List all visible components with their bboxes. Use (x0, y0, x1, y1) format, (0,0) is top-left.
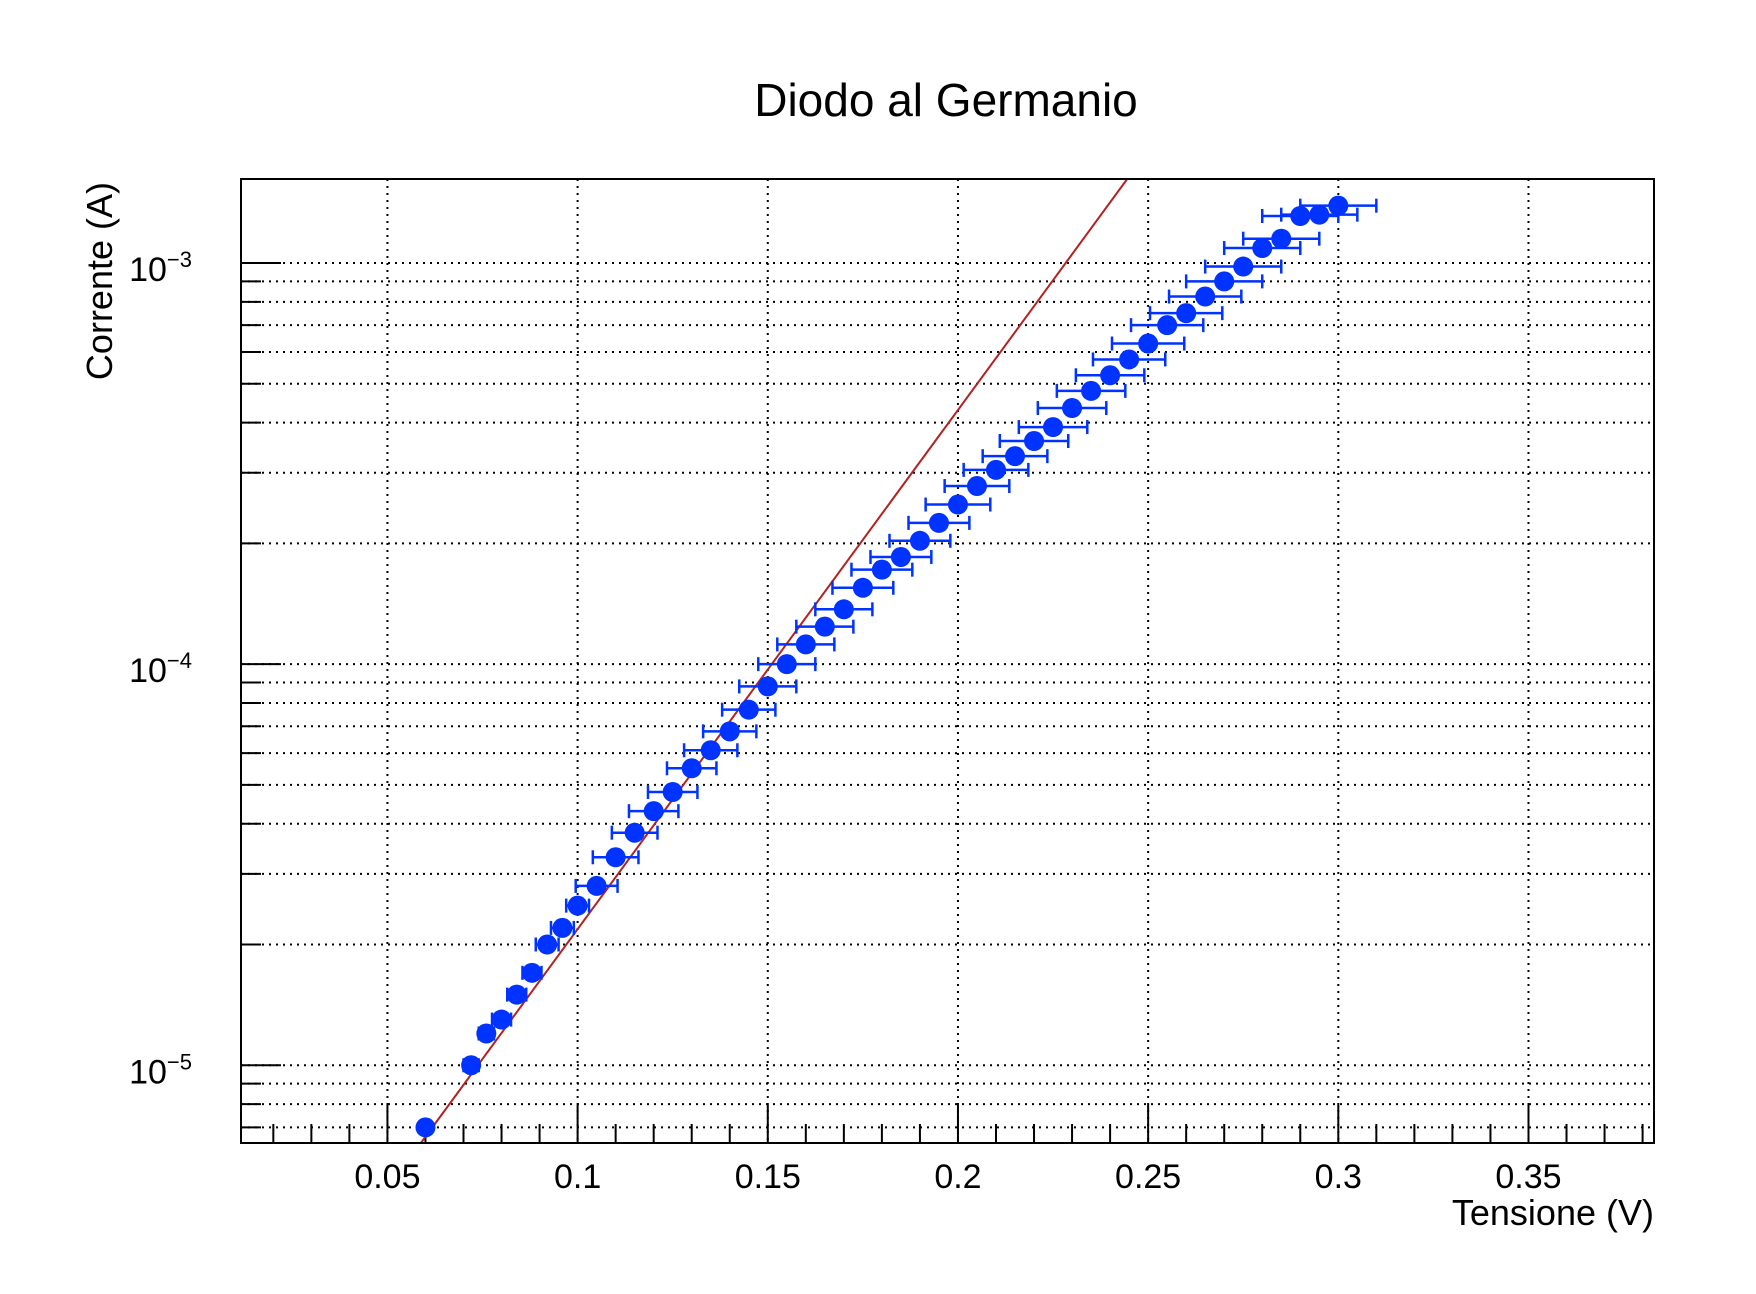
x-tick-label: 0.25 (1115, 1158, 1181, 1196)
plot-frame (240, 178, 1655, 1144)
data-point (1062, 398, 1083, 419)
data-point (605, 847, 626, 868)
data-point (476, 1023, 497, 1044)
data-point (795, 634, 816, 655)
data-point (719, 721, 740, 742)
data-point (776, 654, 797, 675)
data-point (552, 917, 573, 938)
axis-ticks (241, 262, 1644, 1143)
data-point (1138, 333, 1159, 354)
data-point (1252, 238, 1273, 259)
data-point (928, 512, 949, 533)
x-tick-label: 0.35 (1495, 1158, 1561, 1196)
data-point (1043, 417, 1064, 438)
x-axis-label: Tensione (V) (1452, 1192, 1654, 1233)
y-axis-label: Corrente (A) (79, 182, 120, 380)
data-point (985, 459, 1006, 480)
data-point (871, 559, 892, 580)
data-point (567, 895, 588, 916)
x-tick-labels: 0.05 0.1 0.15 0.2 0.25 0.3 0.35 (354, 1158, 1561, 1196)
data-point (1119, 349, 1140, 370)
data-point (662, 782, 683, 803)
y-tick-label: 10−4 (129, 648, 192, 690)
data-point (643, 801, 664, 822)
data-point (814, 616, 835, 637)
x-tick-label: 0.05 (354, 1158, 420, 1196)
data-point (1328, 195, 1349, 216)
y-tick-label: 10−5 (129, 1049, 192, 1091)
chart-title: Diodo al Germanio (754, 74, 1138, 126)
data-point (537, 934, 558, 955)
data-point (833, 599, 854, 620)
x-tick-label: 0.15 (735, 1158, 801, 1196)
data-point (491, 1009, 512, 1030)
data-point (506, 984, 527, 1005)
data-point (1214, 271, 1235, 292)
data-point (586, 875, 607, 896)
data-point (1195, 286, 1216, 307)
y-tick-label: 10−3 (129, 247, 192, 289)
fit-line (420, 178, 1129, 1144)
data-point (700, 740, 721, 761)
data-point (1233, 256, 1254, 277)
data-point (890, 546, 911, 567)
data-point (1005, 446, 1026, 467)
grid (241, 179, 1654, 1143)
x-tick-label: 0.1 (554, 1158, 601, 1196)
data-point (738, 699, 759, 720)
x-tick-label: 0.2 (934, 1158, 981, 1196)
data-point (966, 476, 987, 497)
data-point (461, 1055, 482, 1076)
data-point (415, 1117, 436, 1138)
fit-curve-group (420, 178, 1129, 1144)
data-point (521, 962, 542, 983)
y-tick-labels: 10−5 10−4 10−3 (129, 247, 192, 1091)
data-point (1176, 303, 1197, 324)
data-point (1081, 380, 1102, 401)
data-point (1309, 204, 1330, 225)
data-point (947, 494, 968, 515)
data-point (757, 676, 778, 697)
data-point (852, 577, 873, 598)
data-point (1100, 365, 1121, 386)
data-points (415, 195, 1349, 1138)
data-point (681, 758, 702, 779)
data-point (909, 530, 930, 551)
data-point (1290, 205, 1311, 226)
data-point (1271, 228, 1292, 249)
data-point (624, 822, 645, 843)
x-tick-label: 0.3 (1315, 1158, 1362, 1196)
data-point (1157, 315, 1178, 336)
data-point (1024, 431, 1045, 452)
